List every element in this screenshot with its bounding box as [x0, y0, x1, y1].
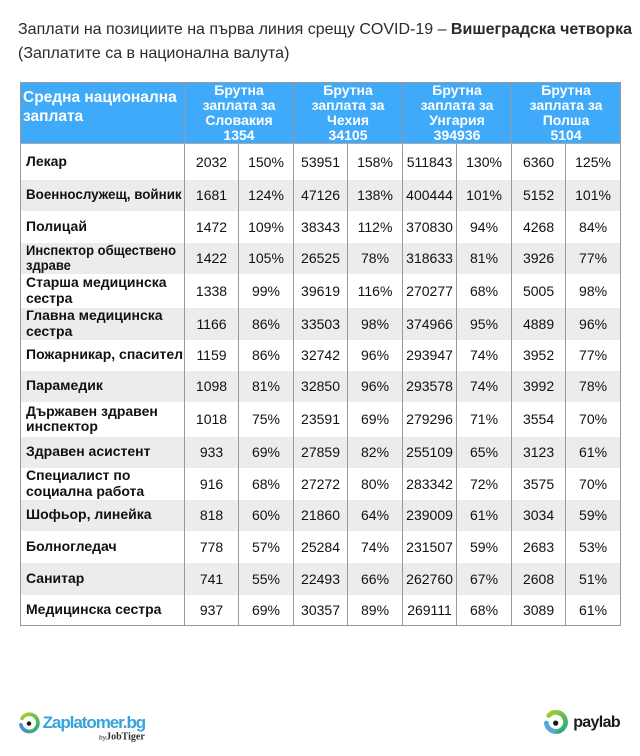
svg-text:paylab: paylab: [573, 714, 621, 731]
svg-text:Zaplatomer.bg: Zaplatomer.bg: [43, 713, 146, 732]
svg-text:by: by: [99, 734, 107, 741]
svg-text:JobTiger: JobTiger: [106, 732, 145, 743]
